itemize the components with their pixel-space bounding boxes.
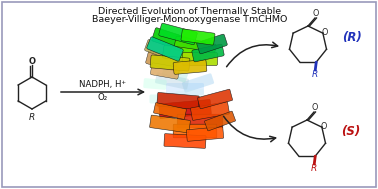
FancyBboxPatch shape	[157, 92, 199, 109]
FancyBboxPatch shape	[197, 34, 227, 54]
Text: R: R	[311, 164, 318, 173]
FancyBboxPatch shape	[159, 100, 211, 119]
FancyBboxPatch shape	[192, 44, 224, 62]
FancyBboxPatch shape	[173, 60, 207, 74]
FancyBboxPatch shape	[177, 114, 223, 128]
Text: O: O	[313, 9, 319, 19]
FancyBboxPatch shape	[197, 89, 232, 109]
Text: Baeyer-Villiger-Monooxygenase TmCHMO: Baeyer-Villiger-Monooxygenase TmCHMO	[92, 15, 288, 23]
FancyBboxPatch shape	[153, 103, 186, 119]
FancyBboxPatch shape	[163, 45, 201, 63]
FancyBboxPatch shape	[146, 51, 178, 71]
FancyBboxPatch shape	[176, 89, 204, 101]
Text: Directed Evolution of Thermally Stable: Directed Evolution of Thermally Stable	[98, 6, 282, 15]
FancyBboxPatch shape	[183, 53, 217, 66]
FancyBboxPatch shape	[164, 134, 206, 148]
FancyBboxPatch shape	[147, 37, 183, 61]
FancyBboxPatch shape	[144, 40, 171, 59]
FancyBboxPatch shape	[186, 127, 224, 141]
FancyBboxPatch shape	[152, 28, 198, 54]
FancyBboxPatch shape	[150, 94, 170, 104]
Text: O: O	[28, 57, 36, 66]
FancyBboxPatch shape	[143, 78, 167, 90]
FancyBboxPatch shape	[150, 55, 190, 71]
Text: NADPH, H⁺: NADPH, H⁺	[79, 81, 127, 90]
FancyBboxPatch shape	[162, 65, 188, 83]
Text: R: R	[312, 70, 318, 79]
Text: R: R	[29, 112, 35, 122]
Text: O₂: O₂	[98, 94, 108, 102]
Text: (R): (R)	[342, 30, 362, 43]
Text: O: O	[321, 122, 327, 131]
FancyBboxPatch shape	[182, 73, 214, 93]
FancyBboxPatch shape	[204, 111, 235, 131]
FancyBboxPatch shape	[181, 29, 215, 45]
Text: O: O	[322, 28, 328, 37]
FancyBboxPatch shape	[174, 36, 216, 58]
FancyBboxPatch shape	[155, 72, 189, 90]
FancyBboxPatch shape	[166, 83, 204, 95]
FancyBboxPatch shape	[150, 63, 180, 79]
FancyBboxPatch shape	[173, 124, 217, 138]
FancyBboxPatch shape	[150, 115, 191, 133]
FancyBboxPatch shape	[191, 102, 229, 120]
Text: O: O	[312, 104, 318, 112]
FancyBboxPatch shape	[159, 23, 197, 45]
Text: (S): (S)	[341, 125, 360, 138]
